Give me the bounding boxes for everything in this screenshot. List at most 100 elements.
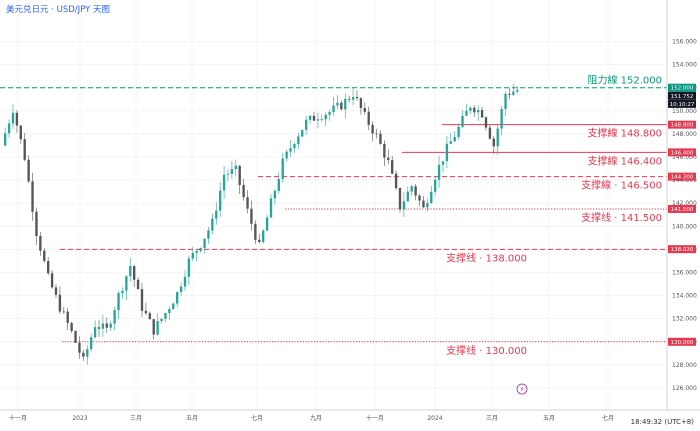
candle <box>23 139 26 160</box>
candle <box>285 151 288 159</box>
candle <box>164 313 167 319</box>
price-tag <box>668 148 696 157</box>
candle <box>355 97 359 99</box>
price-tag <box>668 99 696 108</box>
candle <box>324 114 327 120</box>
chart-title: 美元兑日元 · USD/JPY 天图 <box>6 4 110 15</box>
candle <box>383 143 386 158</box>
time-label: 18:49:32 (UTC+8) <box>631 418 695 426</box>
price-tag <box>668 83 696 92</box>
candle <box>344 98 347 110</box>
price-tag <box>668 204 696 213</box>
alert-icon[interactable]: ⚡ <box>516 383 528 395</box>
candle <box>19 125 22 140</box>
candle <box>348 98 351 100</box>
y-tick-label: 156.000 <box>672 39 697 46</box>
candle <box>58 294 62 312</box>
y-tick-label: 140.000 <box>672 223 697 230</box>
x-tick-label: 三月 <box>486 415 498 422</box>
candle <box>289 148 292 152</box>
candle <box>148 313 151 320</box>
price-tags: 152.000 151.752 10:10:27 148.800 146.400 144.… <box>668 83 696 346</box>
candle <box>215 210 218 219</box>
candle <box>508 93 511 95</box>
x-axis[interactable]: 十一月 2023 三月 五月 七月 九月 十一月 2024 三月 五月 七月 <box>9 414 614 422</box>
candle <box>457 126 460 138</box>
candle <box>11 112 15 124</box>
candle <box>391 160 394 174</box>
candle <box>262 230 265 242</box>
candle <box>207 230 210 239</box>
y-tick-label: 146.000 <box>672 154 697 161</box>
candle <box>90 337 93 350</box>
level-label: 支撑线 · 138.000 <box>446 251 527 264</box>
candle <box>172 303 175 310</box>
y-tick-label: 134.000 <box>672 293 697 300</box>
candle <box>340 102 343 110</box>
candle <box>113 310 116 324</box>
candle <box>297 136 300 144</box>
candle <box>500 109 503 129</box>
candle <box>82 352 85 357</box>
candle <box>258 239 261 242</box>
candle <box>195 250 198 253</box>
candle <box>328 112 331 115</box>
candle <box>379 133 382 144</box>
x-tick-label: 三月 <box>130 415 142 422</box>
y-tick-label: 148.000 <box>672 131 697 138</box>
candle <box>265 217 269 231</box>
level-label: 支撑線 148.800 <box>587 127 662 140</box>
candle <box>242 184 245 198</box>
candle <box>445 143 449 162</box>
candle <box>101 323 105 329</box>
candle <box>320 119 323 120</box>
candle <box>410 186 413 192</box>
candle <box>488 127 492 139</box>
price-tag <box>668 91 696 100</box>
x-tick-label: 九月 <box>310 414 322 422</box>
svg-text:⚡: ⚡ <box>520 386 525 394</box>
candle <box>222 174 226 191</box>
candle <box>117 293 120 311</box>
x-tick-label: 七月 <box>251 414 263 422</box>
candle <box>152 319 155 335</box>
candle <box>477 110 480 113</box>
candle <box>449 141 452 144</box>
candle <box>238 165 241 185</box>
candle <box>387 157 390 161</box>
candle <box>109 323 112 328</box>
price-tag-label: 151.752 <box>671 94 694 100</box>
candle <box>27 159 30 182</box>
candle <box>363 107 366 112</box>
candle <box>473 107 476 113</box>
candle <box>105 323 108 328</box>
candle <box>15 112 19 126</box>
candle <box>31 181 34 212</box>
candle <box>402 201 406 210</box>
candle <box>492 138 495 147</box>
candle <box>469 107 472 111</box>
candle <box>4 133 7 146</box>
x-tick-label: 五月 <box>543 415 555 422</box>
candle <box>480 110 484 118</box>
level-label: 支撑線 · 146.500 <box>581 179 662 192</box>
candle <box>484 117 488 128</box>
y-tick-label: 154.000 <box>672 62 697 69</box>
candle <box>281 158 284 180</box>
candle <box>226 174 230 175</box>
candle <box>375 133 378 135</box>
candle <box>168 309 171 314</box>
candle <box>160 318 163 322</box>
y-tick-label: 126.000 <box>672 385 697 392</box>
x-tick-label: 2023 <box>72 415 87 422</box>
candle <box>121 290 124 294</box>
candle <box>199 247 202 251</box>
candle <box>434 179 437 192</box>
candle <box>62 311 65 313</box>
candle <box>39 236 42 251</box>
candle <box>504 93 507 110</box>
candle <box>47 261 50 274</box>
y-tick-label: 142.000 <box>672 200 697 207</box>
candle <box>176 292 179 304</box>
